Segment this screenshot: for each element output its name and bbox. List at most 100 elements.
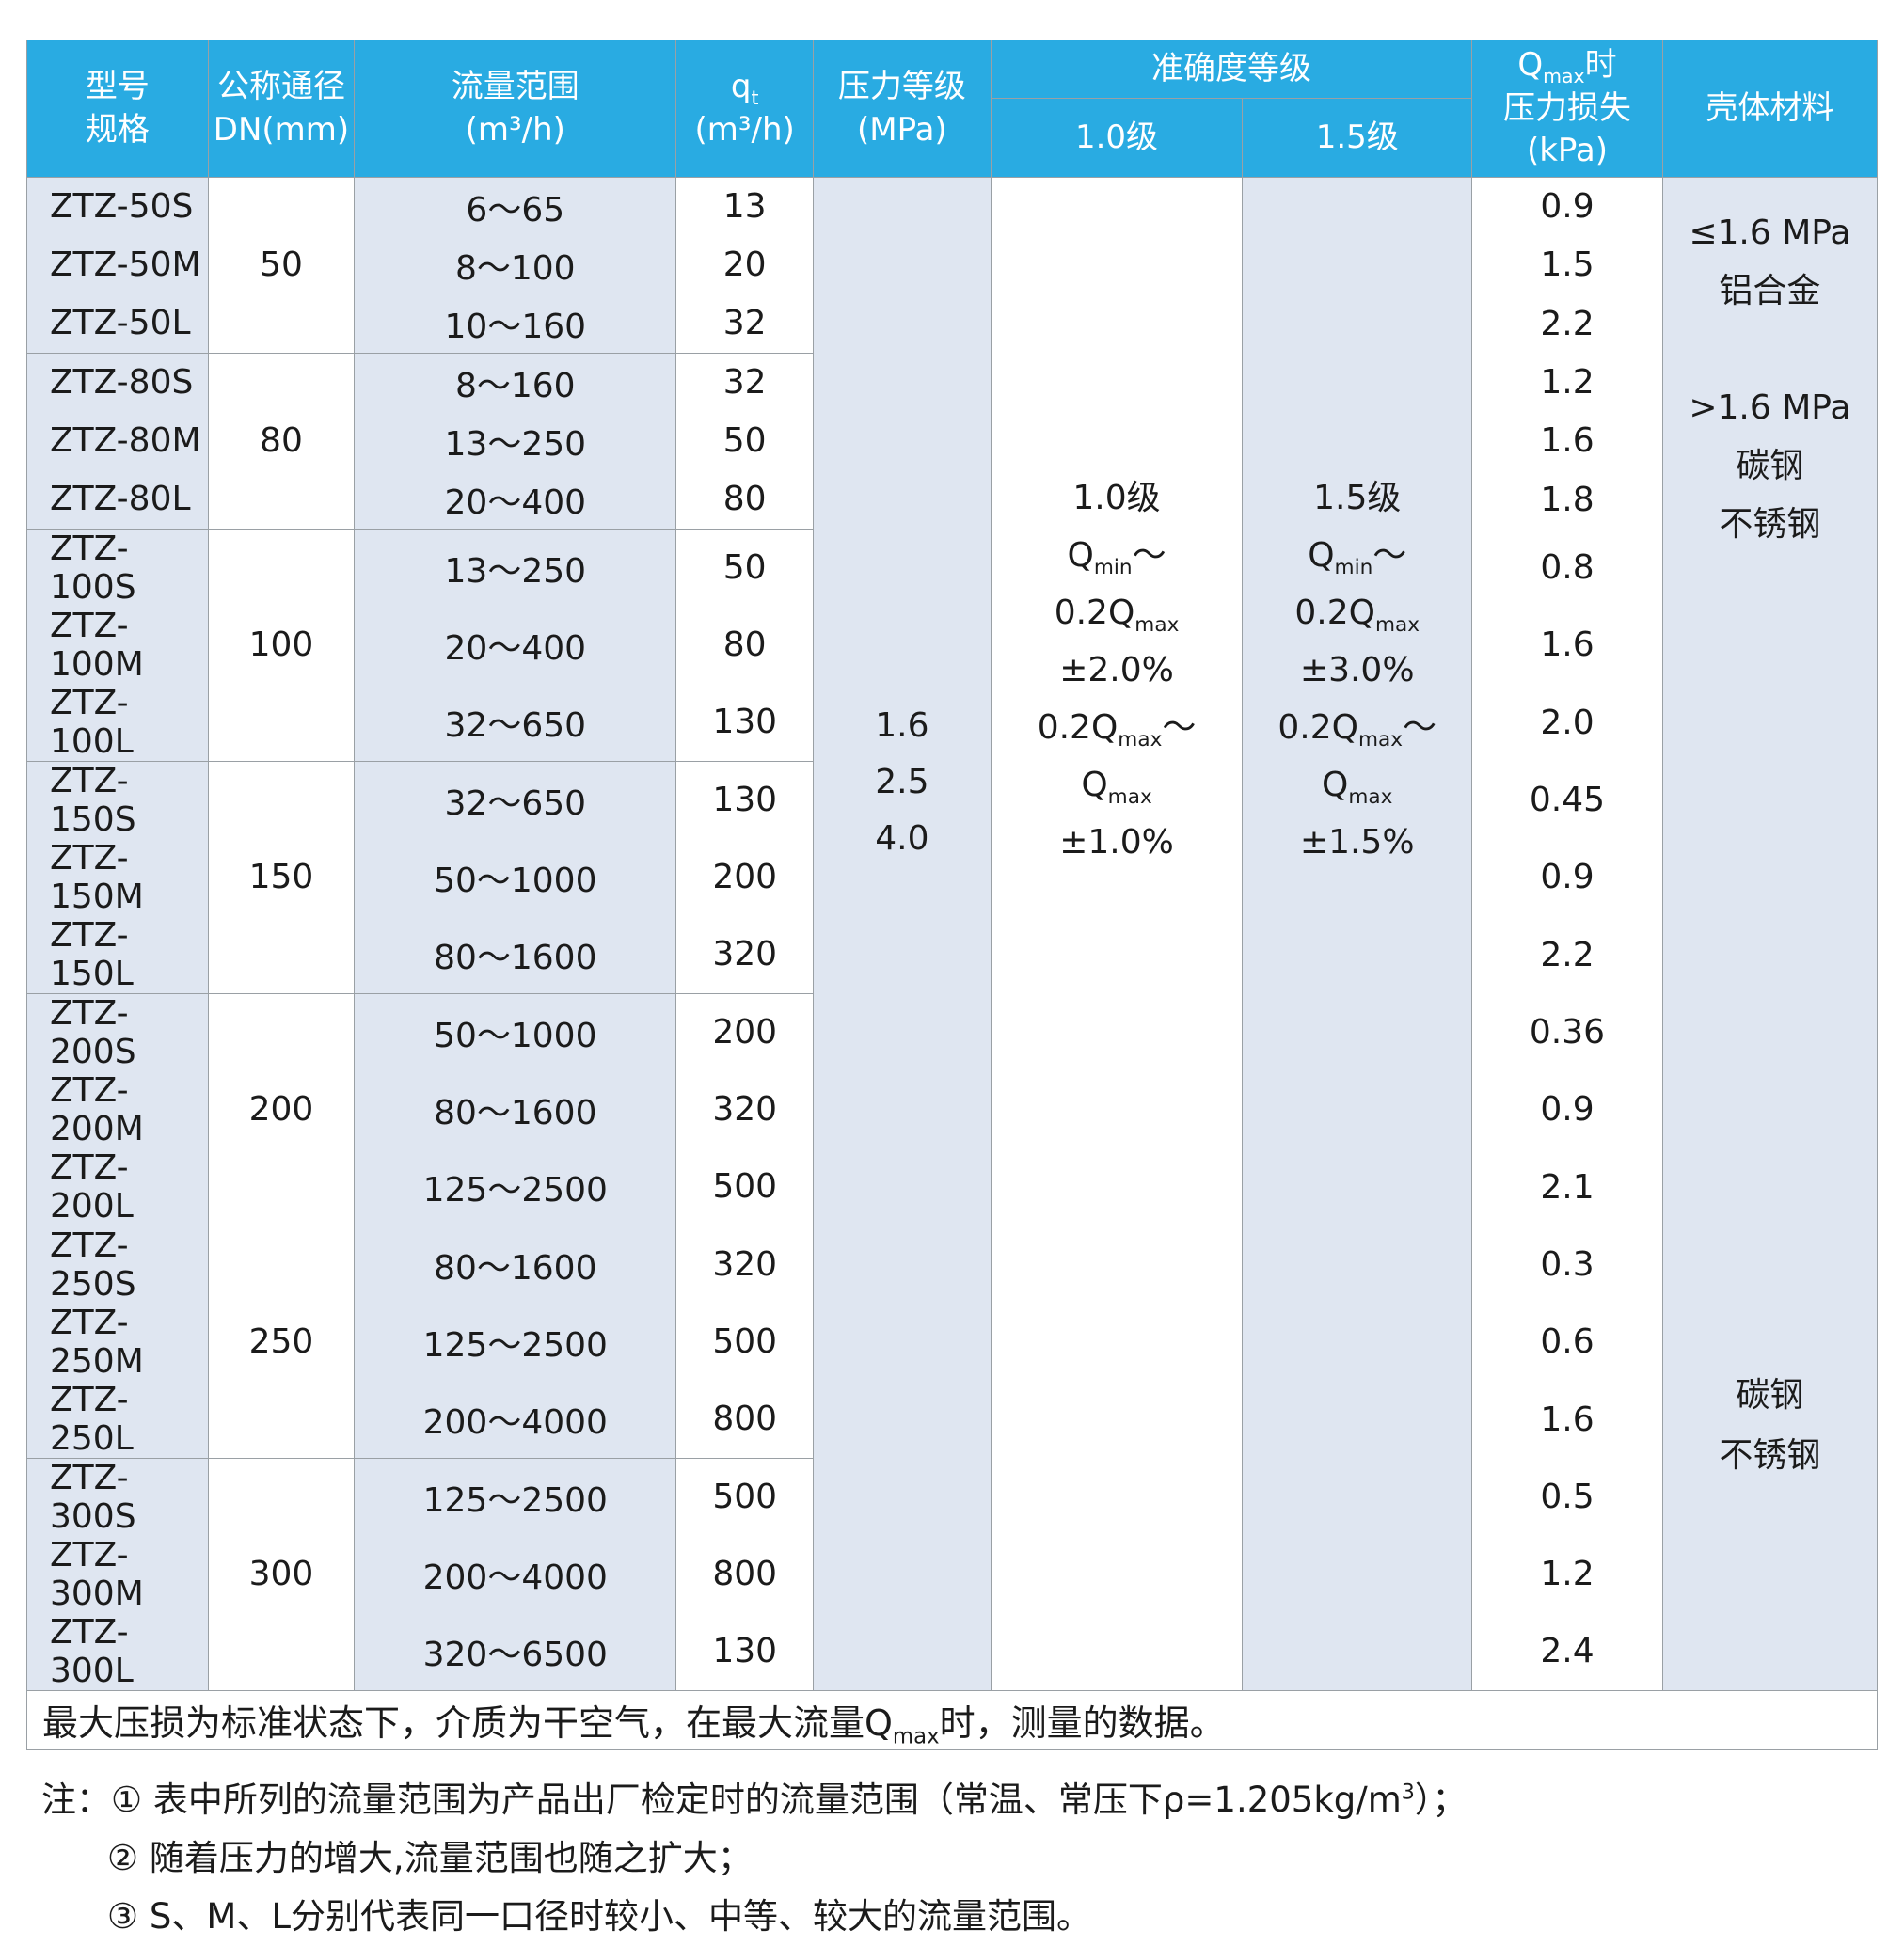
flow-range-cell: 125～2500 bbox=[354, 1303, 677, 1381]
model-cell: ZTZ-300M bbox=[26, 1535, 209, 1613]
pressure-loss-cell: 2.2 bbox=[1471, 294, 1663, 354]
flow-range-cell: 13～250 bbox=[354, 411, 677, 470]
pressure-loss-cell: 1.5 bbox=[1471, 235, 1663, 295]
pressure-loss-cell: 1.6 bbox=[1471, 606, 1663, 684]
qt-cell: 130 bbox=[675, 760, 814, 839]
pressure-loss-cell: 0.3 bbox=[1471, 1226, 1663, 1304]
model-cell: ZTZ-80M bbox=[26, 411, 209, 470]
qt-cell: 500 bbox=[675, 1147, 814, 1226]
model-cell: ZTZ-150L bbox=[26, 915, 209, 994]
pressure-loss-cell: 2.0 bbox=[1471, 683, 1663, 762]
col-header-dn: 公称通径 DN(mm) bbox=[207, 40, 356, 178]
qt-cell: 500 bbox=[675, 1303, 814, 1381]
pressure-loss-cell: 2.1 bbox=[1471, 1147, 1663, 1226]
flow-range-cell: 200～4000 bbox=[354, 1535, 677, 1613]
col-header-flow-range: 流量范围 (m³/h) bbox=[354, 40, 677, 178]
spec-row-ZTZ-250S: ZTZ-250S 250 80～1600 320 0.3 碳钢 不锈钢 bbox=[26, 1225, 1879, 1691]
table-footer: 最大压损为标准状态下，介质为干空气，在最大流量Qmax时，测量的数据。 bbox=[26, 1689, 1878, 1750]
pressure-loss-cell: 1.2 bbox=[1471, 1535, 1663, 1613]
spec-row-ZTZ-150L: ZTZ-150L 80～1600 320 2.2 bbox=[26, 915, 1878, 994]
col-header-pressure-loss: Qmax时 压力损失 (kPa) bbox=[1471, 40, 1663, 178]
model-cell: ZTZ-80L bbox=[26, 469, 209, 530]
model-cell: ZTZ-150M bbox=[26, 838, 209, 916]
spec-row-ZTZ-150M: ZTZ-150M 50～1000 200 0.9 bbox=[26, 838, 1878, 916]
flow-range-cell: 32～650 bbox=[354, 683, 677, 762]
qt-cell: 320 bbox=[675, 1070, 814, 1148]
pressure-loss-cell: 1.8 bbox=[1471, 469, 1663, 530]
col-header-accuracy-1-0: 1.0级 bbox=[990, 98, 1244, 178]
model-cell: ZTZ-200M bbox=[26, 1070, 209, 1148]
table-body: ZTZ-50S 50 6～65 13 1.6 2.5 4.0 1.0级 Qmin～ 0.2Qmax… bbox=[26, 177, 1879, 1691]
flow-range-cell: 320～6500 bbox=[354, 1612, 677, 1691]
pressure-loss-cell: 1.6 bbox=[1471, 411, 1663, 470]
dn-cell: 80 bbox=[207, 352, 356, 530]
spec-row-ZTZ-100L: ZTZ-100L 32～650 130 2.0 bbox=[26, 683, 1878, 762]
spec-row-ZTZ-100S: ZTZ-100S 100 13～250 50 0.8 bbox=[26, 528, 1878, 762]
flow-range-cell: 13～250 bbox=[354, 528, 677, 607]
qt-cell: 13 bbox=[675, 177, 814, 236]
model-cell: ZTZ-50L bbox=[26, 294, 209, 354]
model-cell: ZTZ-250S bbox=[26, 1225, 209, 1304]
qt-cell: 32 bbox=[675, 352, 814, 412]
spec-row-ZTZ-300S: ZTZ-300S 300 125～2500 500 0.5 bbox=[26, 1457, 1878, 1691]
pressure-loss-cell: 0.45 bbox=[1471, 761, 1663, 839]
qt-cell: 200 bbox=[675, 992, 814, 1071]
material-cell: 碳钢 不锈钢 bbox=[1661, 1225, 1879, 1691]
qt-cell: 130 bbox=[675, 1612, 814, 1691]
flow-range-cell: 10～160 bbox=[354, 294, 677, 354]
col-header-accuracy-1-5: 1.5级 bbox=[1242, 98, 1473, 178]
model-cell: ZTZ-200L bbox=[26, 1147, 209, 1226]
qt-cell: 800 bbox=[675, 1380, 814, 1459]
col-header-accuracy: 准确度等级 bbox=[990, 40, 1473, 99]
dn-cell: 50 bbox=[207, 177, 356, 354]
model-cell: ZTZ-150S bbox=[26, 760, 209, 839]
note-line-2: ② 随着压力的增大,流量范围也随之扩大； bbox=[107, 1837, 753, 1878]
flow-range-cell: 32～650 bbox=[354, 760, 677, 839]
spec-row-ZTZ-80L: ZTZ-80L 20～400 80 1.8 bbox=[26, 469, 1878, 530]
flow-range-cell: 125～2500 bbox=[354, 1457, 677, 1536]
dn-cell: 200 bbox=[207, 992, 356, 1226]
dn-cell: 250 bbox=[207, 1225, 356, 1459]
qt-cell: 130 bbox=[675, 683, 814, 762]
flow-range-cell: 20～400 bbox=[354, 606, 677, 684]
model-cell: ZTZ-200S bbox=[26, 992, 209, 1071]
qt-cell: 200 bbox=[675, 838, 814, 916]
pressure-loss-cell: 0.9 bbox=[1471, 177, 1663, 236]
table-header: 型号 规格 公称通径 DN(mm) 流量范围 (m³/h) qt (m³/h) … bbox=[26, 40, 1879, 178]
flow-range-cell: 80～1600 bbox=[354, 1070, 677, 1148]
qt-cell: 50 bbox=[675, 411, 814, 470]
model-cell: ZTZ-50S bbox=[26, 177, 209, 236]
spec-row-ZTZ-250M: ZTZ-250M 125～2500 500 0.6 bbox=[26, 1303, 1878, 1381]
spec-row-ZTZ-200S: ZTZ-200S 200 50～1000 200 0.36 bbox=[26, 992, 1878, 1226]
pressure-loss-cell: 0.9 bbox=[1471, 1070, 1663, 1148]
spec-row-ZTZ-80M: ZTZ-80M 13～250 50 1.6 bbox=[26, 411, 1878, 470]
dn-cell: 300 bbox=[207, 1457, 356, 1691]
col-header-model: 型号 规格 bbox=[26, 40, 209, 178]
accuracy-1-5-cell: 1.5级 Qmin～ 0.2Qmax ±3.0% 0.2Qmax～ Qmax ±1.5% bbox=[1242, 177, 1473, 1691]
pressure-loss-cell: 0.6 bbox=[1471, 1303, 1663, 1381]
spec-row-ZTZ-250L: ZTZ-250L 200～4000 800 1.6 bbox=[26, 1380, 1878, 1459]
qt-cell: 32 bbox=[675, 294, 814, 354]
pressure-loss-cell: 0.5 bbox=[1471, 1458, 1663, 1536]
qt-cell: 80 bbox=[675, 606, 814, 684]
accuracy-1-0-cell: 1.0级 Qmin～ 0.2Qmax ±2.0% 0.2Qmax～ Qmax ±1.0% bbox=[990, 177, 1244, 1691]
material-cell: ≤1.6 MPa 铝合金 >1.6 MPa 碳钢 不锈钢 bbox=[1661, 177, 1879, 1226]
spec-row-ZTZ-50L: ZTZ-50L 10～160 32 2.2 bbox=[26, 294, 1878, 354]
qt-cell: 500 bbox=[675, 1457, 814, 1536]
dn-cell: 100 bbox=[207, 528, 356, 762]
model-cell: ZTZ-250L bbox=[26, 1380, 209, 1459]
model-cell: ZTZ-80S bbox=[26, 352, 209, 412]
dn-cell: 150 bbox=[207, 760, 356, 994]
flow-range-cell: 20～400 bbox=[354, 469, 677, 530]
spec-row-ZTZ-50S: ZTZ-50S 50 6～65 13 1.6 2.5 4.0 1.0级 Qmin～ 0.2Qmax… bbox=[26, 177, 1879, 1691]
model-cell: ZTZ-100M bbox=[26, 606, 209, 684]
spec-row-ZTZ-150S: ZTZ-150S 150 32～650 130 0.45 bbox=[26, 760, 1878, 994]
pressure-loss-cell: 1.2 bbox=[1471, 353, 1663, 412]
spec-row-ZTZ-200M: ZTZ-200M 80～1600 320 0.9 bbox=[26, 1070, 1878, 1148]
pressure-loss-cell: 1.6 bbox=[1471, 1380, 1663, 1459]
qt-cell: 20 bbox=[675, 235, 814, 295]
spec-row-ZTZ-100M: ZTZ-100M 20～400 80 1.6 bbox=[26, 606, 1878, 684]
model-cell: ZTZ-300S bbox=[26, 1457, 209, 1536]
flow-range-cell: 80～1600 bbox=[354, 1225, 677, 1304]
